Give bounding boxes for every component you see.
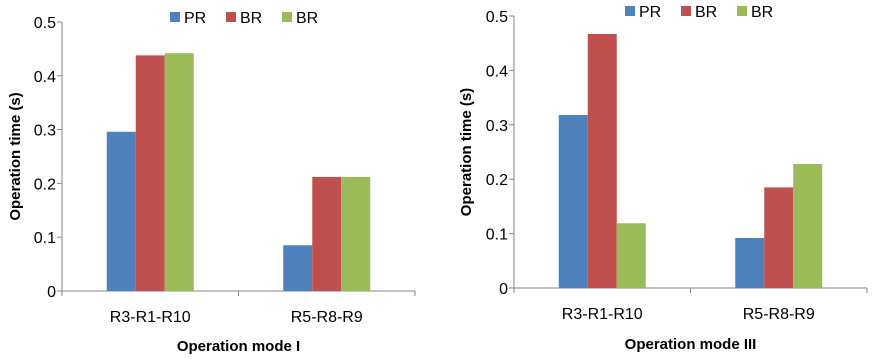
legend-label: BR xyxy=(695,4,717,21)
legend-label: BR xyxy=(751,4,773,21)
legend-swatch xyxy=(625,6,635,16)
y-tick-label: 0.3 xyxy=(34,123,56,140)
bar-br-2-r3-r1-r10 xyxy=(587,33,617,289)
y-axis-title: Operation time (s) xyxy=(7,92,24,220)
bar-br-3-r3-r1-r10 xyxy=(164,53,194,292)
y-tick-label: 0.2 xyxy=(34,176,56,193)
legend-label: PR xyxy=(184,10,206,27)
legend-swatch xyxy=(681,6,691,16)
legend-swatch xyxy=(226,12,236,22)
legend-swatch xyxy=(737,6,747,16)
bar-br-2-r5-r8-r9 xyxy=(764,187,794,288)
bar-br-3-r3-r1-r10 xyxy=(616,223,646,288)
bar-br-3-r5-r8-r9 xyxy=(793,163,823,288)
legend: PR BR BR xyxy=(625,4,773,21)
x-category-label: R5-R8-R9 xyxy=(743,306,815,323)
y-tick-label: 0 xyxy=(47,284,56,301)
x-axis-title: Operation mode III xyxy=(625,336,757,353)
bar-pr-1-r5-r8-r9 xyxy=(283,245,313,291)
y-tick-label: 0.1 xyxy=(486,227,508,244)
x-axis-title: Operation mode I xyxy=(177,338,300,354)
legend-label: BR xyxy=(240,10,262,27)
bar-pr-1-r5-r8-r9 xyxy=(735,237,765,288)
y-tick-label: 0.1 xyxy=(34,230,56,247)
chart-panel-1: 0 0.1 0.2 0.3 0.4 0.5 R3-R1-R10 R5-R8-R9 Operati… xyxy=(7,10,416,355)
bar-pr-1-r3-r1-r10 xyxy=(558,115,588,289)
y-tick-label: 0.3 xyxy=(486,118,508,135)
legend-label: BR xyxy=(296,10,318,27)
y-tick-label: 0.2 xyxy=(486,172,508,189)
y-tick-label: 0.5 xyxy=(486,9,508,26)
bar-pr-1-r3-r1-r10 xyxy=(106,131,136,291)
legend-swatch xyxy=(170,12,180,22)
y-tick-label: 0.5 xyxy=(34,15,56,32)
bar-br-2-r3-r1-r10 xyxy=(135,55,165,291)
y-tick-label: 0.4 xyxy=(34,69,56,86)
x-category-label: R3-R1-R10 xyxy=(562,306,643,323)
bar-br-2-r5-r8-r9 xyxy=(312,176,342,291)
x-category-label: R3-R1-R10 xyxy=(110,309,191,326)
legend-label: PR xyxy=(639,4,661,21)
y-tick-label: 0 xyxy=(499,281,508,298)
y-tick-label: 0.4 xyxy=(486,63,508,80)
y-axis-title: Operation time (s) xyxy=(458,88,475,216)
bar-br-3-r5-r8-r9 xyxy=(341,176,371,291)
legend-swatch xyxy=(282,12,292,22)
chart-panel-2: 0 0.1 0.2 0.3 0.4 0.5 R3-R1-R10 R5-R8-R9 Operati… xyxy=(458,4,868,353)
legend: PR BR BR xyxy=(170,10,318,27)
x-category-label: R5-R8-R9 xyxy=(291,309,363,326)
